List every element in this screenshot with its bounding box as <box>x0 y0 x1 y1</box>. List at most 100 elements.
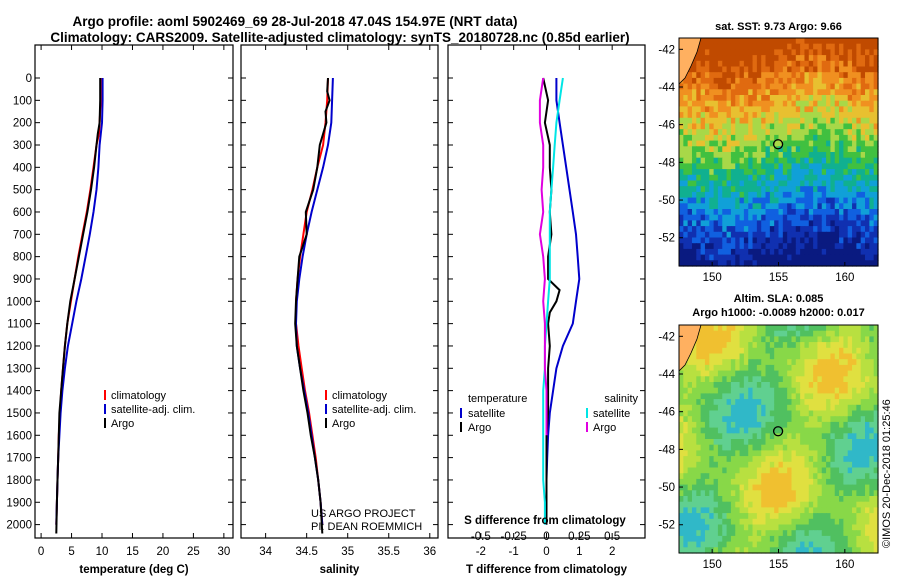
heatmap-cell <box>778 197 784 204</box>
heatmap-cell <box>813 535 819 543</box>
heatmap-cell <box>769 38 775 45</box>
heatmap-cell <box>679 117 684 125</box>
heatmap-cell <box>860 186 866 193</box>
heatmap-cell <box>687 353 693 360</box>
heatmap-cell <box>761 473 767 480</box>
heatmap-cell <box>817 231 823 239</box>
heatmap-cell <box>787 501 793 508</box>
heatmap-cell <box>808 325 814 332</box>
heatmap-cell <box>839 496 844 503</box>
heatmap-cell <box>756 260 762 267</box>
heatmap-cell <box>847 478 853 486</box>
heatmap-cell <box>696 410 702 417</box>
heatmap-cell <box>752 95 758 102</box>
heatmap-cell <box>717 456 723 463</box>
heatmap-cell <box>778 404 784 412</box>
heatmap-cell <box>679 157 684 164</box>
heatmap-cell <box>843 478 849 486</box>
heatmap-cell <box>869 129 875 136</box>
heatmap-cell <box>821 524 827 531</box>
heatmap-cell <box>847 214 853 221</box>
heatmap-cell <box>752 169 758 176</box>
heatmap-cell <box>791 117 797 125</box>
heatmap-cell <box>691 393 697 400</box>
heatmap-cell <box>765 507 771 514</box>
legend-entry: satellite <box>593 408 630 420</box>
heatmap-cell <box>821 220 827 227</box>
heatmap-cell <box>826 66 832 73</box>
heatmap-cell <box>761 387 767 394</box>
heatmap-cell <box>752 112 758 119</box>
heatmap-cell <box>856 83 862 90</box>
heatmap-cell <box>869 330 875 337</box>
heatmap-cell <box>782 382 788 389</box>
heatmap-cell <box>808 404 814 412</box>
heatmap-cell <box>804 450 810 457</box>
heatmap-cell <box>778 518 784 526</box>
heatmap-cell <box>856 100 862 107</box>
heatmap-cell <box>873 243 879 250</box>
heatmap-cell <box>752 478 758 486</box>
heatmap-cell <box>826 43 832 50</box>
heatmap-cell <box>752 157 758 164</box>
heatmap-cell <box>696 49 702 56</box>
heatmap-cell <box>765 347 771 355</box>
heatmap-cell <box>856 353 862 360</box>
heatmap-cell <box>769 347 775 355</box>
heatmap-cell <box>843 66 849 73</box>
heatmap-cell <box>752 60 758 68</box>
heatmap-cell <box>856 342 862 349</box>
heatmap-cell <box>713 174 719 182</box>
heatmap-cell <box>730 336 736 343</box>
heatmap-cell <box>787 359 793 366</box>
heatmap-cell <box>769 180 775 187</box>
heatmap-cell <box>856 123 862 130</box>
heatmap-cell <box>800 410 806 417</box>
heatmap-cell <box>700 370 706 377</box>
heatmap-cell <box>730 254 736 261</box>
heatmap-cell <box>782 444 788 451</box>
heatmap-cell <box>860 95 866 102</box>
heatmap-cell <box>752 243 758 250</box>
heatmap-cell <box>774 547 780 554</box>
heatmap-cell <box>713 157 719 164</box>
heatmap-cell <box>860 518 866 526</box>
heatmap-cell <box>808 214 814 221</box>
heatmap-cell <box>761 209 767 216</box>
heatmap-cell <box>787 197 793 204</box>
heatmap-cell <box>834 43 840 50</box>
heatmap-cell <box>813 359 819 366</box>
heatmap-cell <box>808 197 814 204</box>
heatmap-cell <box>774 325 780 332</box>
heatmap-cell <box>735 129 741 136</box>
heatmap-cell <box>847 49 853 56</box>
heatmap-cell <box>826 169 832 176</box>
heatmap-cell <box>787 220 793 227</box>
heatmap-cell <box>804 209 810 216</box>
heatmap-cell <box>839 433 844 440</box>
heatmap-cell <box>860 410 866 417</box>
heatmap-cell <box>860 450 866 457</box>
heatmap-cell <box>687 129 693 136</box>
heatmap-cell <box>826 191 832 199</box>
heatmap-cell <box>748 347 754 355</box>
heatmap-cell <box>873 376 879 383</box>
heatmap-cell <box>830 129 836 136</box>
y-tick-label: 1800 <box>6 475 32 487</box>
heatmap-cell <box>709 237 715 244</box>
heatmap-cell <box>726 146 732 153</box>
heatmap-cell <box>813 237 819 244</box>
heatmap-cell <box>726 518 732 526</box>
heatmap-cell <box>704 186 710 193</box>
heatmap-cell <box>804 260 810 267</box>
heatmap-cell <box>696 180 702 187</box>
heatmap-cell <box>743 55 749 62</box>
heatmap-cells <box>679 38 879 267</box>
heatmap-cell <box>774 152 780 159</box>
heatmap-cell <box>687 66 693 73</box>
heatmap-cell <box>830 163 836 170</box>
heatmap-cell <box>735 220 741 227</box>
heatmap-cell <box>778 237 784 244</box>
heatmap-cell <box>869 427 875 434</box>
heatmap-cell <box>709 496 715 503</box>
